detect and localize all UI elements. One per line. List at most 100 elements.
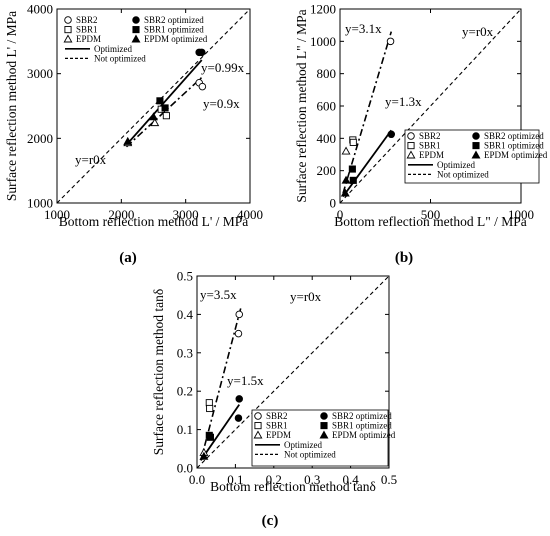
data-point-circle-filled [235,395,243,403]
legend-label: SBR1 optimized [332,421,392,431]
x-tick-label: 0.1 [227,472,243,487]
y-tick-label: 0.1 [177,422,193,437]
y-tick-label: 600 [317,99,337,114]
optimized-fit-line [200,404,240,461]
data-point-circle-filled [387,130,396,139]
legend-marker [132,16,140,24]
legend-label: SBR2 [266,411,288,421]
legend-marker [406,150,416,159]
legend-label: SBR2 optimized [144,15,204,25]
y-tick-label: 0.5 [177,269,193,284]
data-point-triangle-filled [123,136,133,145]
x-tick-label: 4000 [237,207,263,222]
not-optimized-fit-line [342,31,393,194]
legend-marker [320,422,328,430]
legend-label: Not optimized [437,169,489,179]
data-point-circle-open [386,37,395,46]
legend-marker [320,412,328,420]
y-tick-label: 800 [317,66,337,81]
legend-box [404,129,540,184]
x-tick-label: 0.5 [381,472,397,487]
data-point-square-filled [348,165,356,173]
legend-label: Not optimized [284,449,336,459]
data-point-triangle-open [150,118,160,127]
data-point-triangle-filled [341,175,351,184]
line-equation-label: y=r0x [290,289,322,304]
panel-label: (b) [395,250,413,266]
data-point-square-filled [206,433,214,441]
legend-label: EPDM [266,430,291,440]
x-tick-label: 0 [337,207,344,222]
legend-marker [319,430,329,439]
y-tick-label: 1200 [310,2,336,17]
legend-marker [407,132,415,140]
data-point-square-open [162,112,170,120]
legend-label: SBR1 optimized [144,25,204,35]
y-axis-label: Surface reflection method L' / MPa [4,11,19,201]
not-optimized-fit-line [125,75,204,148]
legend-label: Not optimized [94,53,146,63]
legend-marker [64,16,72,24]
y-tick-label: 1000 [310,34,336,49]
data-point-square-open [206,404,214,413]
legend-label: Optimized [284,440,322,450]
data-points [123,48,207,147]
data-point-triangle-filled [199,451,209,460]
y-tick-label: 0.4 [177,307,194,322]
y-tick-label: 400 [317,131,337,146]
x-tick-label: 0.0 [189,472,205,487]
legend-label: Optimized [94,44,132,54]
legend-label: EPDM optimized [332,430,396,440]
data-point-triangle-filled [340,188,350,197]
optimized-fit-line [125,59,203,146]
x-tick-label: 1000 [44,207,70,222]
y-tick-label: 200 [317,163,337,178]
reference-line [197,276,389,468]
legend-label: SBR1 [419,141,441,151]
x-tick-label: 3000 [173,207,199,222]
line-equation-label: y=r0x [75,152,107,167]
legend-label: SBR2 optimized [484,131,544,141]
plot-frame [196,275,390,469]
plot-frame [56,8,251,204]
legend-marker [64,26,72,34]
line-equation-label: y=3.1x [345,21,382,36]
legend-marker [472,142,480,150]
legend-label: EPDM optimized [484,150,548,160]
data-point-square-filled [349,176,357,184]
line-equation-label: y=3.5x [200,287,237,302]
x-tick-label: 0.3 [304,472,320,487]
data-point-circle-filled [197,48,206,57]
fit-lines [340,9,521,203]
data-point-circle-open [198,82,207,91]
line-equation-label: y=1.5x [227,373,264,388]
x-tick-label: 1000 [508,207,534,222]
legend-marker [254,422,262,430]
data-point-square-filled [156,97,164,105]
y-axis-label: Surface reflection method tanδ [151,289,166,455]
data-point-circle-open [235,310,243,319]
x-tick-label: 500 [421,207,441,222]
line-equation-label: y=1.3x [385,94,422,109]
fit-lines [57,9,250,203]
reference-line [57,9,250,203]
x-axis-label: Bottom reflection method L" / MPa [334,214,527,229]
y-tick-label: 1000 [27,196,53,211]
panel-2: 0 500 1000 0 200 400 600 800 1000 1200 Bottom refl… [294,2,548,267]
line-equation-label: y=0.9x [203,96,240,111]
data-point-triangle-filled [149,112,158,121]
data-point-square-filled [161,104,169,112]
data-point-square-open [349,138,357,146]
y-tick-label: 0.3 [177,345,193,360]
optimized-fit-line [342,129,393,198]
legend-label: SBR2 [76,15,98,25]
data-point-circle-open [234,329,243,338]
data-point-circle-filled [234,414,243,422]
legend-label: EPDM [76,34,101,44]
y-tick-label: 4000 [27,2,53,17]
x-tick-label: 0.2 [266,472,282,487]
legend-label: SBR1 [266,421,288,431]
